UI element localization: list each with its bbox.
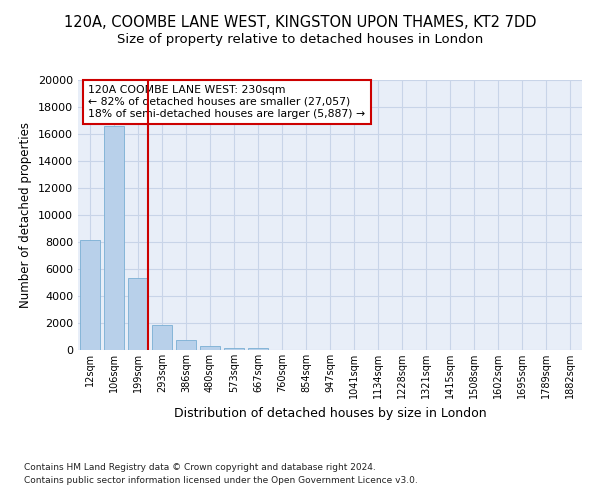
Bar — [128, 278, 148, 350]
Bar — [104, 126, 124, 350]
Bar — [224, 348, 244, 350]
Bar — [80, 240, 100, 350]
Text: Contains HM Land Registry data © Crown copyright and database right 2024.: Contains HM Land Registry data © Crown c… — [24, 462, 376, 471]
Y-axis label: Number of detached properties: Number of detached properties — [19, 122, 32, 308]
Bar — [248, 348, 268, 350]
Text: Size of property relative to detached houses in London: Size of property relative to detached ho… — [117, 32, 483, 46]
Text: Contains public sector information licensed under the Open Government Licence v3: Contains public sector information licen… — [24, 476, 418, 485]
Text: 120A COOMBE LANE WEST: 230sqm
← 82% of detached houses are smaller (27,057)
18% : 120A COOMBE LANE WEST: 230sqm ← 82% of d… — [88, 86, 365, 118]
Bar — [152, 326, 172, 350]
X-axis label: Distribution of detached houses by size in London: Distribution of detached houses by size … — [173, 406, 487, 420]
Bar — [200, 346, 220, 350]
Bar — [176, 340, 196, 350]
Text: 120A, COOMBE LANE WEST, KINGSTON UPON THAMES, KT2 7DD: 120A, COOMBE LANE WEST, KINGSTON UPON TH… — [64, 15, 536, 30]
